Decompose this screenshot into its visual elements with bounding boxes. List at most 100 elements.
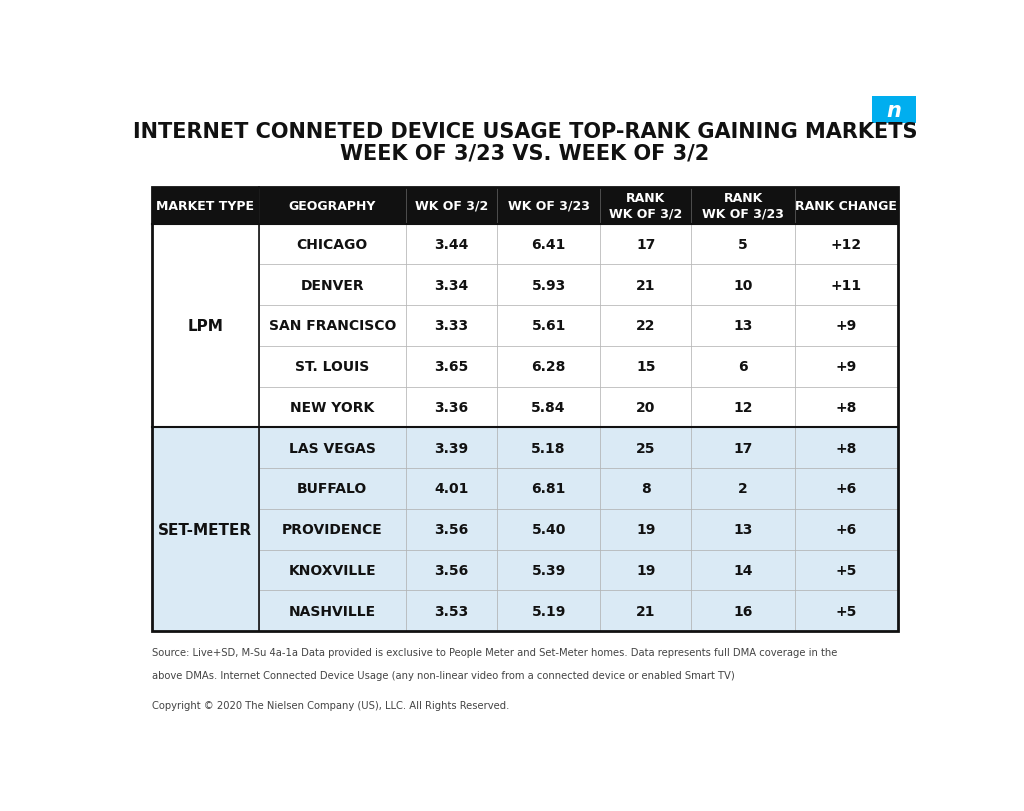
Text: LAS VEGAS: LAS VEGAS: [289, 441, 376, 455]
Bar: [600, 469, 691, 509]
Bar: [497, 265, 600, 306]
Bar: [600, 550, 691, 590]
Bar: [600, 346, 691, 387]
Bar: [600, 427, 691, 469]
Bar: [795, 387, 898, 427]
Bar: [795, 550, 898, 590]
Bar: [152, 224, 259, 265]
Text: above DMAs. Internet Connected Device Usage (any non-linear video from a connect: above DMAs. Internet Connected Device Us…: [152, 671, 734, 680]
Text: +5: +5: [836, 604, 857, 618]
Text: WK OF 3/23: WK OF 3/23: [508, 200, 590, 212]
Bar: [691, 550, 795, 590]
Text: 15: 15: [636, 360, 655, 374]
Bar: [691, 469, 795, 509]
Bar: [691, 265, 795, 306]
Bar: [691, 590, 795, 631]
Text: CHICAGO: CHICAGO: [297, 238, 368, 251]
Bar: [600, 188, 691, 224]
Bar: [406, 427, 497, 469]
Bar: [795, 265, 898, 306]
Text: 13: 13: [733, 522, 753, 537]
Bar: [691, 427, 795, 469]
Bar: [691, 509, 795, 550]
Bar: [259, 469, 406, 509]
Text: +6: +6: [836, 482, 857, 496]
Text: DENVER: DENVER: [300, 278, 365, 292]
Bar: [259, 306, 406, 346]
Text: 3.56: 3.56: [434, 563, 469, 577]
Bar: [600, 306, 691, 346]
Bar: [795, 427, 898, 469]
Text: 3.53: 3.53: [434, 604, 469, 618]
Text: n: n: [887, 101, 902, 120]
Bar: [795, 469, 898, 509]
Text: 4.01: 4.01: [434, 482, 469, 496]
Text: 19: 19: [636, 563, 655, 577]
Bar: [406, 224, 497, 265]
Text: 5.19: 5.19: [531, 604, 566, 618]
Text: INTERNET CONNETED DEVICE USAGE TOP-RANK GAINING MARKETS: INTERNET CONNETED DEVICE USAGE TOP-RANK …: [132, 122, 918, 142]
Bar: [600, 509, 691, 550]
Bar: [259, 265, 406, 306]
Text: 19: 19: [636, 522, 655, 537]
Text: 3.39: 3.39: [434, 441, 468, 455]
Bar: [691, 346, 795, 387]
Bar: [497, 224, 600, 265]
Text: +8: +8: [836, 401, 857, 414]
Bar: [497, 346, 600, 387]
Text: 5: 5: [738, 238, 748, 251]
Text: RANK CHANGE: RANK CHANGE: [796, 200, 897, 212]
Bar: [406, 188, 497, 224]
Text: ST. LOUIS: ST. LOUIS: [295, 360, 370, 374]
Bar: [259, 387, 406, 427]
Text: 10: 10: [733, 278, 753, 292]
Text: 3.33: 3.33: [434, 319, 468, 333]
Text: 17: 17: [733, 441, 753, 455]
Text: 16: 16: [733, 604, 753, 618]
Text: LPM: LPM: [187, 319, 223, 333]
Bar: [259, 509, 406, 550]
Text: 5.18: 5.18: [531, 441, 566, 455]
Bar: [497, 550, 600, 590]
Text: 22: 22: [636, 319, 655, 333]
Bar: [259, 224, 406, 265]
Bar: [152, 346, 259, 387]
Bar: [497, 306, 600, 346]
Text: +5: +5: [836, 563, 857, 577]
Bar: [600, 387, 691, 427]
Text: 5.93: 5.93: [531, 278, 565, 292]
Bar: [497, 469, 600, 509]
Bar: [600, 224, 691, 265]
Text: Copyright © 2020 The Nielsen Company (US), LLC. All Rights Reserved.: Copyright © 2020 The Nielsen Company (US…: [152, 700, 509, 710]
Text: +12: +12: [830, 238, 862, 251]
Bar: [152, 224, 259, 427]
Bar: [406, 590, 497, 631]
Bar: [872, 97, 916, 123]
Bar: [497, 427, 600, 469]
Text: 14: 14: [733, 563, 753, 577]
Text: RANK
WK OF 3/2: RANK WK OF 3/2: [609, 191, 682, 221]
Bar: [152, 509, 259, 550]
Text: WEEK OF 3/23 VS. WEEK OF 3/2: WEEK OF 3/23 VS. WEEK OF 3/2: [340, 144, 710, 164]
Bar: [152, 427, 259, 469]
Bar: [406, 346, 497, 387]
Bar: [406, 469, 497, 509]
Text: 3.56: 3.56: [434, 522, 469, 537]
Bar: [406, 550, 497, 590]
Text: 2: 2: [738, 482, 748, 496]
Text: 6.81: 6.81: [531, 482, 566, 496]
Bar: [691, 188, 795, 224]
Text: 5.39: 5.39: [531, 563, 565, 577]
Bar: [795, 188, 898, 224]
Bar: [497, 590, 600, 631]
Bar: [600, 590, 691, 631]
Text: 21: 21: [636, 604, 655, 618]
Bar: [795, 509, 898, 550]
Text: PROVIDENCE: PROVIDENCE: [282, 522, 383, 537]
Text: 12: 12: [733, 401, 753, 414]
Bar: [152, 188, 259, 224]
Bar: [795, 590, 898, 631]
Text: GEOGRAPHY: GEOGRAPHY: [289, 200, 376, 212]
Bar: [406, 265, 497, 306]
Text: 5.84: 5.84: [531, 401, 566, 414]
